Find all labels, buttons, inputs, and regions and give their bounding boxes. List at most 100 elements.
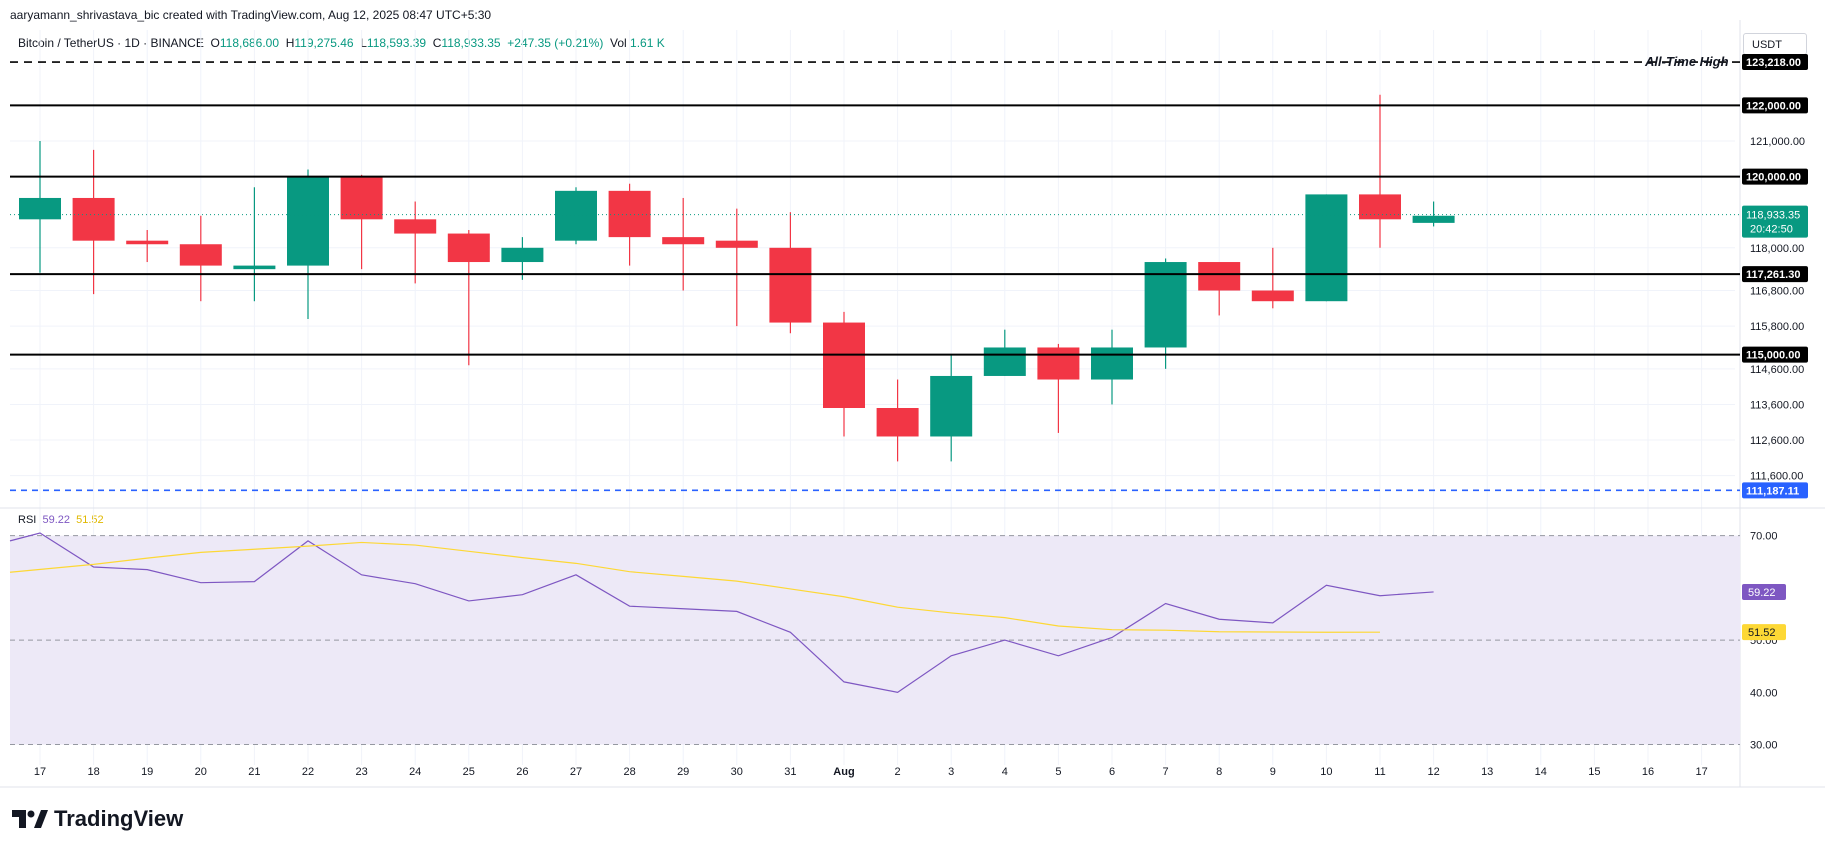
candle-down[interactable] [340,176,383,220]
close-label: C [432,36,442,50]
currency-selector[interactable]: USDT [1743,33,1807,55]
level-label: 123,218.00 [1746,57,1801,69]
time-tick-label: 5 [1055,766,1061,778]
candle-down[interactable] [1198,262,1241,291]
candle-up[interactable] [1144,262,1187,348]
time-tick-label: 19 [141,766,153,778]
level-label: 111,187.11 [1746,485,1799,497]
time-tick-label: 23 [355,766,367,778]
time-tick-label: 26 [516,766,528,778]
candle-down[interactable] [876,408,919,437]
candle-up[interactable] [930,375,973,437]
symbol-name[interactable]: Bitcoin / TetherUS · 1D · BINANCE [18,36,204,50]
rsi-ma-label: 51.52 [1748,627,1776,639]
candle-up[interactable] [501,247,544,263]
time-tick-label: 12 [1427,766,1439,778]
candle-down[interactable] [447,233,490,263]
rsi-tick-label: 70.00 [1750,531,1778,543]
rsi-legend-value: 59.22 [42,514,70,526]
candle-down[interactable] [823,322,865,408]
time-tick-label: 15 [1588,766,1600,778]
time-tick-label: 24 [409,766,421,778]
vol-label: Vol [610,36,627,50]
bar-countdown-label: 20:42:50 [1750,224,1793,236]
level-label-box [1742,54,1808,71]
time-tick-label: 6 [1109,766,1115,778]
time-tick-label: 10 [1320,766,1332,778]
candle-down[interactable] [126,240,169,245]
tradingview-logo[interactable]: TradingView [12,806,183,832]
candle-up[interactable] [1412,215,1455,223]
price-tick-label: 118,000.00 [1750,243,1804,255]
low-value: 118,593.39 [366,36,427,50]
candle-down[interactable] [179,244,222,266]
candle-down[interactable] [1251,290,1294,302]
time-tick-label: 22 [302,766,314,778]
time-tick-label: 11 [1374,766,1385,778]
candle-down[interactable] [1359,194,1401,220]
time-tick-label: 9 [1270,766,1276,778]
time-tick-label: 29 [677,766,689,778]
candle-up[interactable] [287,176,329,266]
rsi-legend-ma: 51.52 [76,514,104,526]
price-tick-label: 115,800.00 [1750,321,1804,333]
rsi-value-label: 59.22 [1748,587,1776,599]
candle-up[interactable] [233,265,276,270]
candle-down[interactable] [769,247,812,323]
rsi-line[interactable] [9,532,1434,693]
time-tick-label: 28 [623,766,635,778]
candle-down[interactable] [715,240,758,248]
candle-down[interactable] [394,219,437,234]
candle-up[interactable] [1305,194,1348,302]
price-tick-label: 111,600.00 [1750,471,1803,483]
level-label-box [1742,168,1808,185]
time-tick-label: 14 [1535,766,1547,778]
time-tick-label: 3 [948,766,954,778]
candle-up[interactable] [983,347,1026,376]
time-tick-label: 8 [1216,766,1222,778]
candle-up[interactable] [1091,347,1133,380]
high-value: 119,275.46 [294,36,354,50]
level-label-box [1742,346,1808,363]
time-tick-label: 31 [784,766,796,778]
level-label-box [1742,482,1808,499]
time-tick-label: 2 [895,766,901,778]
all-time-high-annotation: All-Time High [1644,54,1729,69]
time-tick-label: 27 [570,766,582,778]
rsi-legend-name[interactable]: RSI [18,514,37,526]
price-tick-label: 114,600.00 [1750,364,1804,376]
high-label: H [285,36,295,50]
time-tick-label: 25 [463,766,475,778]
level-label-box [1742,97,1808,114]
brand-name: TradingView [54,806,184,831]
level-label: 120,000.00 [1746,172,1801,184]
open-value: 118,686.00 [219,36,280,50]
candle-down[interactable] [72,197,115,241]
level-label: 122,000.00 [1746,100,1801,112]
time-tick-label: Aug [833,766,854,778]
candle-up[interactable] [555,190,597,241]
candle-down[interactable] [1037,347,1080,380]
close-value: 118,933.35 [441,36,501,50]
candle-down[interactable] [662,237,705,245]
time-tick-label: 21 [248,766,260,778]
vol-value: 1.61 K [630,36,665,50]
level-label: 115,000.00 [1746,350,1800,362]
time-tick-label: 20 [195,766,207,778]
time-tick-label: 17 [34,766,46,778]
time-tick-label: 18 [87,766,99,778]
rsi-ma-line[interactable] [9,541,1381,633]
time-tick-label: 30 [731,766,743,778]
price-tick-label: 113,600.00 [1750,399,1804,411]
symbol-legend: Bitcoin / TetherUS · 1D · BINANCE O118,6… [18,36,665,50]
time-tick-label: 4 [1002,766,1008,778]
rsi-value-box [1742,583,1786,600]
rsi-ma-box [1742,624,1786,641]
candle-down[interactable] [608,190,651,238]
rsi-tick-label: 40.00 [1750,687,1778,699]
change-value: +247.35 (+0.21%) [507,36,604,50]
price-tick-label: 112,600.00 [1750,435,1804,447]
candle-up[interactable] [19,197,61,220]
tradingview-logo-icon [12,810,48,828]
